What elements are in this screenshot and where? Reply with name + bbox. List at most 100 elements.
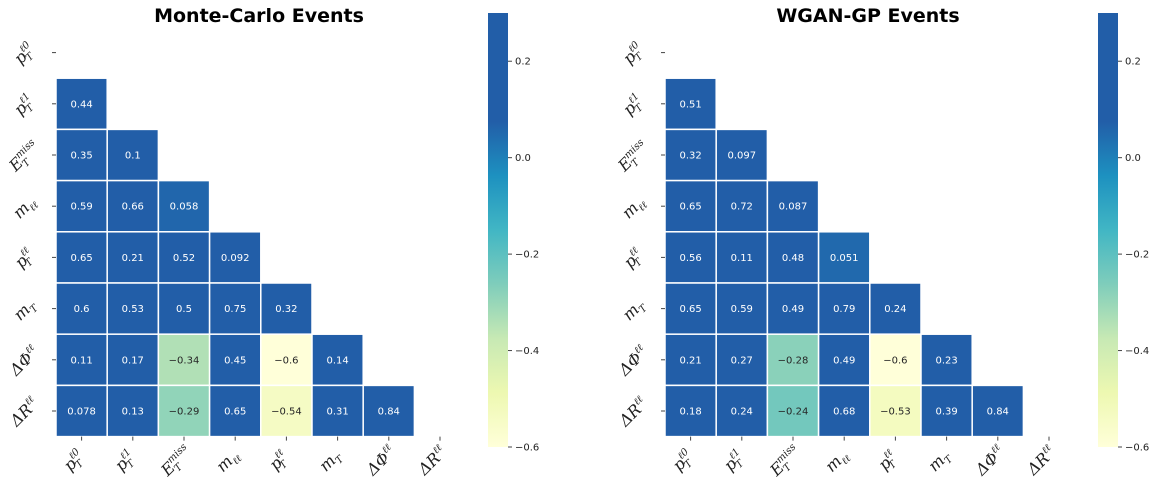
y-tick-label: pℓ0T — [10, 39, 41, 70]
x-tick-label: mT — [924, 445, 956, 477]
colorbar-tick-label: 0.2 — [515, 57, 531, 68]
heatmap-cell — [715, 179, 769, 233]
cell-value-label: 0.44 — [70, 99, 92, 110]
cell-value-label: 0.52 — [173, 253, 195, 264]
cell-value-label: 0.21 — [679, 355, 701, 366]
heatmap-cell — [817, 333, 871, 387]
x-tick-label: ΔΦℓℓ — [362, 442, 399, 479]
heatmap-cell — [715, 282, 769, 335]
y-tick-label: EmissT — [613, 137, 654, 178]
heatmap-cell — [766, 179, 820, 233]
colorbar-tick-label: −0.4 — [515, 346, 539, 357]
heatmap-cell — [817, 384, 871, 438]
colorbar-tick-label: −0.4 — [1125, 346, 1149, 357]
cell-value-label: 0.72 — [731, 202, 753, 213]
heatmap-cell — [766, 231, 820, 284]
x-tick-label: EmissT — [156, 442, 197, 483]
x-tick-label: pℓℓT — [874, 447, 903, 476]
cell-value-label: −0.34 — [169, 355, 200, 366]
cell-value-label: 0.1 — [125, 151, 141, 162]
y-tick-label: ΔΦℓℓ — [5, 343, 42, 380]
cell-value-label: 0.5 — [176, 304, 192, 315]
cell-value-label: 0.65 — [224, 407, 246, 418]
wgan-x-labels: pℓ0T pℓ1T EmissT mℓℓ pℓℓT mT ΔΦℓℓ ΔRℓℓ — [669, 436, 1053, 483]
x-tick-label: pℓ0T — [60, 446, 91, 477]
monte-carlo-y-labels: pℓ0T pℓ1T EmissT mℓℓ pℓℓT mT ΔΦℓℓ ΔRℓℓ — [4, 39, 56, 431]
cell-value-label: 0.51 — [679, 99, 701, 110]
monte-carlo-title: Monte-Carlo Events — [154, 5, 364, 27]
y-tick-label-base: m — [618, 198, 642, 222]
x-tick-label-base: m — [315, 451, 339, 475]
heatmap-cell — [157, 333, 211, 387]
heatmap-cell — [106, 384, 160, 438]
heatmap-cell — [664, 179, 717, 233]
x-tick-label: mT — [315, 445, 347, 477]
colorbar-tick-label: −0.2 — [1125, 250, 1149, 261]
cell-value-label: −0.54 — [271, 407, 302, 418]
heatmap-cell — [817, 282, 871, 335]
cell-value-label: 0.65 — [679, 304, 701, 315]
heatmap-cell — [311, 333, 364, 387]
colorbar-tick-label: −0.6 — [1125, 443, 1149, 454]
x-tick-label: mℓℓ — [821, 446, 853, 478]
colorbar-tick-label: 0.0 — [515, 153, 531, 164]
cell-value-label: 0.75 — [224, 304, 246, 315]
wgan-panel: WGAN-GP Events 0.51 0.32 0.097 0.65 0.72 0.08… — [613, 5, 1149, 483]
wgan-title: WGAN-GP Events — [776, 5, 959, 27]
heatmap-cell — [157, 179, 211, 233]
cell-value-label: 0.11 — [70, 355, 92, 366]
cell-value-label: 0.66 — [122, 202, 144, 213]
cell-value-label: 0.097 — [727, 151, 756, 162]
monte-carlo-x-labels: pℓ0T pℓ1T EmissT mℓℓ pℓℓT mT ΔΦℓℓ ΔRℓℓ — [60, 436, 450, 483]
y-tick-label: mℓℓ — [9, 192, 41, 224]
y-tick-label: ΔRℓℓ — [614, 394, 651, 431]
x-tick-label: pℓ0T — [669, 446, 700, 477]
heatmap-cell — [106, 231, 160, 284]
cell-value-label: 0.53 — [122, 304, 144, 315]
y-tick-label-base: m — [9, 198, 33, 222]
cell-value-label: 0.84 — [987, 407, 1009, 418]
x-tick-label-base: m — [212, 452, 236, 476]
colorbar-tick-label: 0.2 — [1125, 57, 1141, 68]
x-tick-label-base: m — [821, 452, 845, 476]
x-tick-label: ΔRℓℓ — [413, 443, 450, 480]
heatmap-cell — [664, 231, 717, 284]
cell-value-label: 0.087 — [779, 202, 808, 213]
cell-value-label: 0.18 — [679, 407, 701, 418]
heatmap-cell — [715, 333, 769, 387]
heatmap-cell — [208, 231, 262, 284]
x-tick-label: mℓℓ — [212, 446, 244, 478]
cell-value-label: −0.24 — [778, 407, 809, 418]
heatmap-cell — [106, 282, 160, 335]
colorbar-tick-label: −0.2 — [515, 250, 539, 261]
heatmap-cell — [311, 384, 364, 438]
wgan-heatmap: 0.51 0.32 0.097 0.65 0.72 0.087 0.56 0.11 0.48 0.… — [664, 77, 1025, 438]
cell-value-label: 0.092 — [221, 253, 250, 264]
heatmap-cell — [715, 231, 769, 284]
cell-value-label: 0.17 — [122, 355, 144, 366]
cell-value-label: 0.79 — [833, 304, 855, 315]
monte-carlo-colorbar: 0.2 0.0 −0.2 −0.4 −0.6 — [488, 13, 539, 454]
cell-value-label: 0.65 — [679, 202, 701, 213]
y-tick-label: EmissT — [4, 137, 45, 178]
colorbar-tick-label: 0.0 — [1125, 153, 1141, 164]
cell-value-label: 0.6 — [74, 304, 90, 315]
x-tick-label: pℓ1T — [111, 447, 141, 477]
cell-value-label: 0.23 — [935, 355, 957, 366]
cell-value-label: −0.28 — [778, 355, 809, 366]
cell-value-label: 0.68 — [833, 407, 855, 418]
x-tick-label-base: m — [924, 451, 948, 475]
cell-value-label: −0.29 — [169, 407, 200, 418]
heatmap-cell — [55, 128, 108, 182]
monte-carlo-panel: Monte-Carlo Events 0.440.35 0.10.59 0.66 0.… — [4, 5, 539, 483]
y-tick-label: mT — [10, 294, 42, 326]
wgan-y-labels: pℓ0T pℓ1T EmissT mℓℓ pℓℓT mT ΔΦℓℓ ΔRℓℓ — [613, 39, 665, 431]
x-tick-label: EmissT — [765, 442, 806, 483]
y-tick-label: pℓ1T — [10, 91, 40, 121]
wgan-colorbar: 0.2 0.0 −0.2 −0.4 −0.6 — [1098, 13, 1149, 454]
cell-value-label: −0.53 — [880, 407, 911, 418]
cell-value-label: 0.59 — [731, 304, 753, 315]
cell-value-label: 0.59 — [70, 202, 92, 213]
cell-value-label: 0.39 — [935, 407, 957, 418]
